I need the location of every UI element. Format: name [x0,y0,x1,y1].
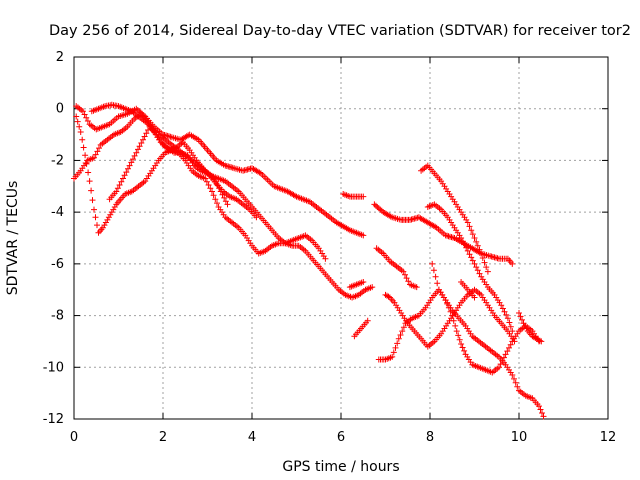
series-arc-15 [429,260,542,376]
y-axis-label: SDTVAR / TECUs [5,181,21,296]
x-tick-label: 8 [426,430,434,445]
y-tick-label: -8 [51,309,64,324]
plot-frame [73,56,609,420]
series-arc-1 [73,103,367,239]
data-point-markers [516,310,545,345]
data-point-markers [382,286,518,350]
tick-layer: 0 2 4 6 8 10 12 -12 -10 -8 -6 -4 -2 0 2 [43,50,617,445]
series-arc-13 [418,162,491,275]
x-tick-label: 0 [70,430,78,445]
data-point-markers [106,123,260,221]
series-arc-6 [340,191,367,200]
series-arc-5 [106,123,260,221]
y-tick-label: -6 [51,257,64,272]
series-layer [71,101,547,420]
series-arc-16 [458,279,478,301]
series-arc-12 [375,286,547,420]
y-tick-label: -10 [43,360,64,375]
series-arc-9 [351,317,371,340]
x-tick-label: 4 [248,430,256,445]
data-point-markers [88,101,376,301]
series-arc-3 [73,113,329,262]
series-arc-14 [424,201,516,335]
data-point-markers [418,162,491,275]
data-point-markers [351,317,371,340]
data-point-markers [346,279,367,291]
data-point-markers [373,245,420,291]
series-arc-17 [516,310,545,345]
x-tick-label: 10 [511,430,528,445]
x-tick-label: 6 [337,430,345,445]
grid-layer [74,57,608,419]
series-arc-8 [373,245,420,291]
x-tick-label: 12 [600,430,617,445]
data-point-markers [73,113,329,262]
y-tick-label: -12 [43,412,64,427]
data-point-markers [340,191,367,200]
y-tick-label: 2 [56,50,64,65]
data-point-markers [429,260,542,376]
x-tick-label: 2 [159,430,167,445]
series-arc-10 [346,279,367,291]
y-tick-label: -4 [51,205,64,220]
data-point-markers [73,103,367,239]
x-axis-label: GPS time / hours [282,459,399,475]
chart-title: Day 256 of 2014, Sidereal Day-to-day VTE… [49,23,631,39]
data-point-markers [458,279,478,301]
y-tick-label: 0 [56,102,64,117]
series-arc-2 [88,101,376,301]
data-point-markers [375,286,547,420]
data-point-markers [424,201,516,335]
series-arc-11 [382,286,518,350]
y-tick-label: -2 [51,153,64,168]
